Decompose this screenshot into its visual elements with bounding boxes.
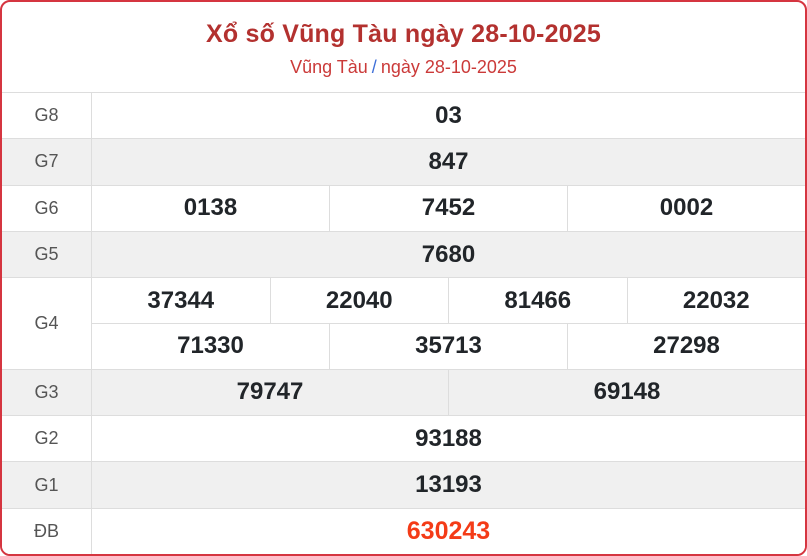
prize-value-line: 847 (92, 139, 805, 184)
prize-value-line: 0138 7452 0002 (92, 185, 805, 231)
prize-row-g7: G7 847 (2, 138, 805, 185)
prize-row-g8: G8 03 (2, 93, 805, 139)
prize-value-line: 7680 (92, 232, 805, 277)
prize-row-g6: G6 0138 7452 0002 (2, 184, 805, 231)
prize-value-line: 93188 (92, 416, 805, 461)
prize-label: ĐB (2, 508, 92, 554)
prize-row-g2: G2 93188 (2, 415, 805, 462)
prize-number: 35713 (329, 323, 567, 369)
prize-number: 0138 (183, 194, 238, 222)
prize-values: 7680 (92, 232, 805, 277)
prize-label: G1 (2, 462, 92, 508)
prize-number: 630243 (406, 516, 491, 545)
prize-value-line: 79747 69148 (92, 369, 805, 416)
prize-value-line: 630243 (92, 509, 805, 554)
prize-number: 71330 (177, 332, 244, 360)
card-header: Xổ số Vũng Tàu ngày 28-10-2025 Vũng Tàu /… (2, 2, 805, 92)
prize-value-line: 37344 22040 81466 22032 (92, 278, 805, 323)
prize-values: 0138 7452 0002 (92, 185, 805, 231)
prize-values: 79747 69148 (92, 369, 805, 416)
breadcrumb-separator: / (371, 57, 377, 77)
prize-values: 630243 (92, 509, 805, 554)
prize-label: G3 (2, 369, 92, 416)
prize-number: 847 (428, 147, 469, 175)
breadcrumb-province-link[interactable]: Vũng Tàu (290, 57, 368, 77)
prize-label: G2 (2, 416, 92, 462)
prize-number: 03 (435, 101, 462, 129)
prize-row-đb: ĐB 630243 (2, 507, 805, 554)
prize-value-line: 13193 (92, 462, 805, 507)
prize-values: 37344 22040 81466 22032 71330 35713 27298 (92, 278, 805, 369)
prize-number: 69148 (448, 369, 805, 416)
prize-values: 93188 (92, 416, 805, 461)
prize-number: 37344 (147, 286, 215, 314)
prize-row-g1: G1 13193 (2, 461, 805, 508)
page-title: Xổ số Vũng Tàu ngày 28-10-2025 (205, 20, 601, 48)
prize-number: 0002 (567, 185, 805, 231)
breadcrumb: Vũng Tàu / ngày 28-10-2025 (290, 57, 517, 78)
prize-number: 27298 (567, 323, 805, 369)
prize-values: 847 (92, 139, 805, 184)
results-table: G8 03 G7 847 G6 0138 7452 0002 G5 7680 G4 37344 2204… (2, 92, 805, 554)
prize-label: G7 (2, 139, 92, 185)
prize-number: 79747 (236, 378, 304, 406)
prize-number: 13193 (415, 471, 482, 499)
prize-number: 81466 (448, 278, 627, 323)
prize-label: G8 (2, 93, 92, 139)
prize-label: G5 (2, 231, 92, 278)
prize-number: 22040 (269, 278, 449, 323)
prize-label: G6 (2, 185, 92, 231)
prize-row-g5: G5 7680 (2, 230, 805, 278)
prize-number: 93188 (415, 424, 482, 452)
prize-number: 7452 (329, 185, 567, 231)
prize-value-line: 03 (92, 93, 805, 138)
prize-value-line: 71330 35713 27298 (92, 322, 805, 369)
prize-row-g4: G4 37344 22040 81466 22032 71330 35713 27298 (2, 277, 805, 369)
prize-values: 13193 (92, 462, 805, 507)
prize-row-g3: G3 79747 69148 (2, 368, 805, 416)
prize-label: G4 (2, 278, 92, 369)
breadcrumb-date-link[interactable]: ngày 28-10-2025 (380, 57, 517, 77)
prize-number: 7680 (421, 240, 476, 268)
prize-number: 22032 (626, 278, 806, 323)
prize-values: 03 (92, 93, 805, 138)
